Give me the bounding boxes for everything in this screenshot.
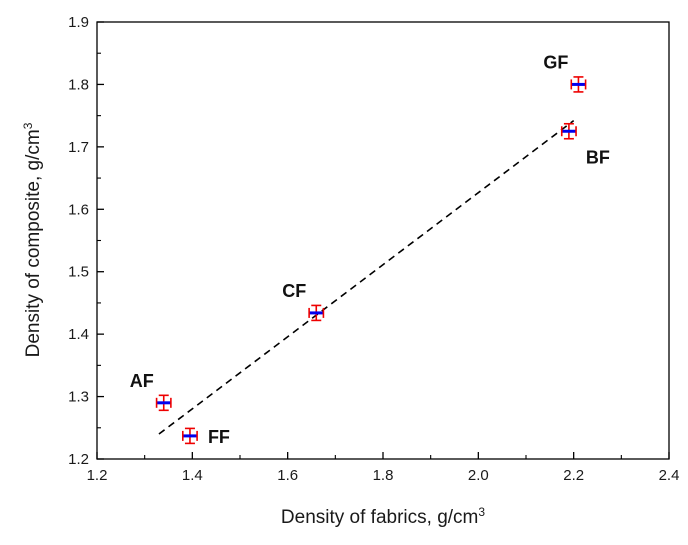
y-axis-title: Density of composite, g/cm3 (21, 122, 44, 357)
data-point-gf: GF (543, 52, 587, 93)
x-tick-label: 1.8 (373, 467, 394, 484)
x-tick-label: 2.2 (563, 467, 584, 484)
y-tick-label: 1.8 (68, 76, 89, 93)
x-tick-label: 2.4 (659, 467, 680, 484)
point-label: FF (208, 427, 230, 447)
y-tick-label: 1.9 (68, 14, 89, 31)
x-tick-label: 1.4 (182, 467, 203, 484)
x-tick-label: 2.0 (468, 467, 489, 484)
x-tick-label: 1.2 (87, 467, 108, 484)
data-point-bf: BF (560, 122, 610, 167)
y-tick-label: 1.2 (68, 451, 89, 468)
data-point-af: AF (130, 371, 172, 412)
plot-frame (96, 21, 670, 460)
data-points: AF FF CF BF GF (130, 52, 610, 446)
trendline (158, 119, 575, 435)
point-label: BF (586, 147, 610, 167)
point-label: AF (130, 371, 154, 391)
axis-ticks: 1.2 1.4 1.6 1.8 2.0 2.2 2.4 1.2 1.3 1.4 1.5 1.6 1.7 1… (68, 14, 679, 484)
y-tick-label: 1.3 (68, 389, 89, 406)
point-label: CF (282, 281, 306, 301)
x-tick-label: 1.6 (277, 467, 298, 484)
y-tick-label: 1.6 (68, 201, 89, 218)
x-axis-title: Density of fabrics, g/cm3 (281, 505, 485, 528)
point-label: GF (543, 52, 568, 72)
y-tick-label: 1.4 (68, 326, 89, 343)
data-point-cf: CF (282, 281, 325, 322)
y-tick-label: 1.5 (68, 264, 89, 281)
trendline-path (158, 119, 575, 435)
y-tick-label: 1.7 (68, 139, 89, 156)
data-point-ff: FF (182, 427, 230, 447)
